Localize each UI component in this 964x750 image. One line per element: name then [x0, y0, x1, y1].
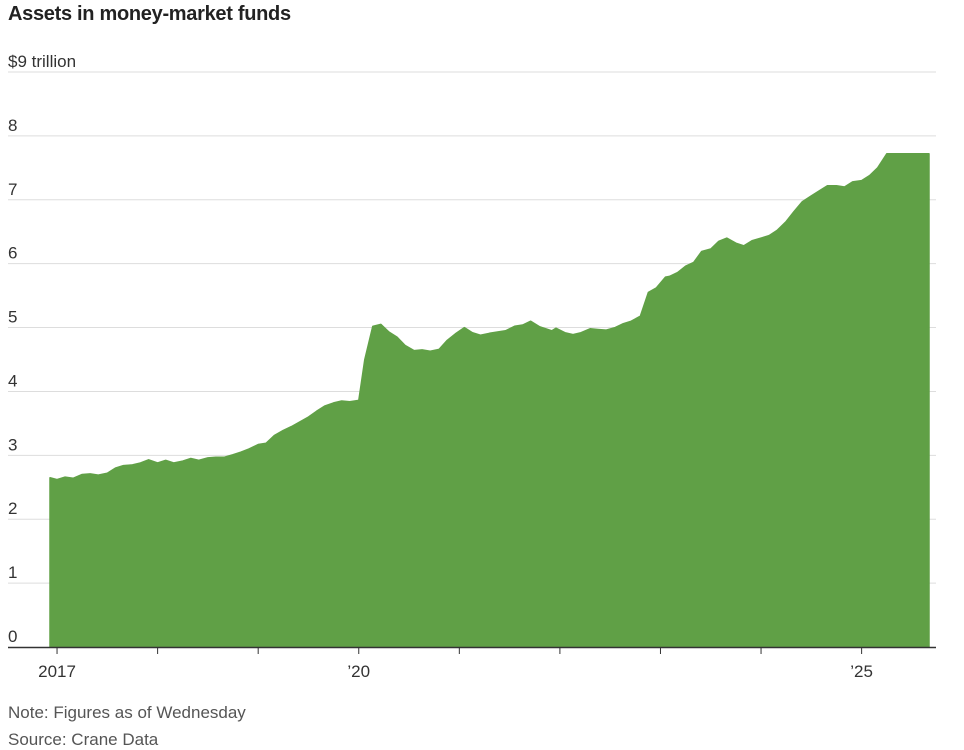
y-axis-labels: $9 trillion 8 7 6 5 4 3 2 1 0	[8, 52, 76, 646]
chart-note: Note: Figures as of Wednesday	[8, 703, 246, 722]
y-tick-label: 4	[8, 371, 17, 390]
area-series	[49, 153, 930, 648]
y-tick-label: 7	[8, 180, 17, 199]
x-tick-label: ’20	[347, 662, 370, 681]
y-tick-label: 5	[8, 308, 17, 327]
x-tick-label: 2017	[38, 662, 76, 681]
y-tick-label: 6	[8, 244, 17, 263]
y-tick-label: 3	[8, 435, 17, 454]
y-tick-label: 1	[8, 563, 17, 582]
chart-source: Source: Crane Data	[8, 730, 159, 749]
y-tick-label: $9 trillion	[8, 52, 76, 71]
x-axis-ticks: 2017 ’20 ’25	[38, 647, 873, 681]
x-tick-label: ’25	[850, 662, 873, 681]
y-tick-label: 8	[8, 116, 17, 135]
y-tick-label: 0	[8, 627, 17, 646]
area-chart: $9 trillion 8 7 6 5 4 3 2 1 0 2017 ’20 ’25	[8, 52, 936, 681]
chart-title: Assets in money-market funds	[8, 3, 291, 25]
y-tick-label: 2	[8, 499, 17, 518]
